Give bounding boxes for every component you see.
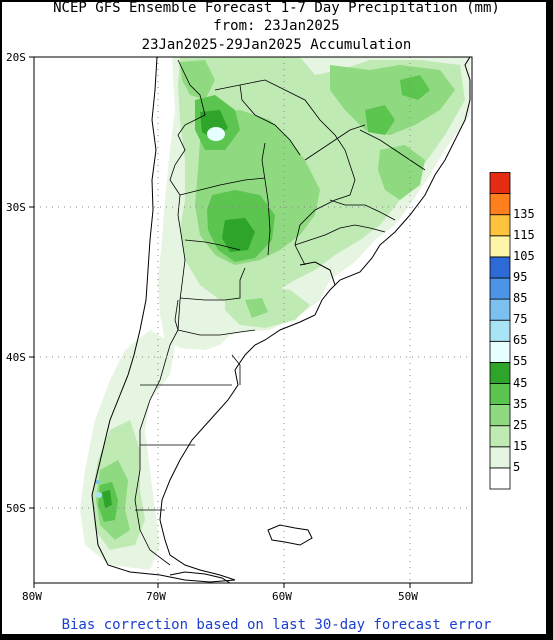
colorbar-swatch [489, 467, 511, 490]
colorbar-swatch [489, 172, 511, 195]
map-title: NCEP GFS Ensemble Forecast 1-7 Day Preci… [53, 0, 500, 16]
colorbar-level-label: 85 [513, 291, 528, 306]
colorbar-level-label: 115 [513, 227, 535, 242]
colorbar-swatch [489, 277, 511, 300]
coastlines [91, 57, 471, 583]
map-border [33, 56, 473, 584]
lat-label-40s: 40S [6, 351, 26, 364]
colorbar-swatch [489, 340, 511, 363]
lat-label-30s: 30S [6, 201, 26, 214]
colorbar-level-label: 55 [513, 354, 528, 369]
lon-label-50w: 50W [398, 590, 418, 603]
map-subtitle-date: from: 23Jan2025 [213, 18, 340, 34]
axis-ticks [29, 56, 411, 588]
colorbar-swatch [489, 214, 511, 237]
colorbar-level-label: 105 [513, 248, 535, 263]
colorbar-swatch [489, 383, 511, 406]
colorbar-swatch [489, 193, 511, 216]
lat-label-20s: 20S [6, 51, 26, 64]
lon-label-80w: 80W [22, 590, 42, 603]
colorbar-swatch [489, 235, 511, 258]
colorbar-level-label: 15 [513, 438, 528, 453]
lon-label-60w: 60W [272, 590, 292, 603]
colorbar-level-label: 45 [513, 375, 528, 390]
lon-label-70w: 70W [146, 590, 166, 603]
colorbar-level-label: 75 [513, 312, 528, 327]
colorbar-swatch [489, 256, 511, 279]
colorbar [489, 172, 511, 490]
colorbar-swatch [489, 425, 511, 448]
colorbar-level-label: 135 [513, 206, 535, 221]
colorbar-level-label: 65 [513, 333, 528, 348]
lat-label-50s: 50S [6, 502, 26, 515]
graticule [34, 57, 472, 583]
borders [134, 59, 426, 566]
colorbar-level-label: 25 [513, 417, 528, 432]
colorbar-swatch [489, 298, 511, 321]
colorbar-swatch [489, 446, 511, 469]
colorbar-swatch [489, 404, 511, 427]
map-subtitle-period: 23Jan2025-29Jan2025 Accumulation [141, 37, 412, 53]
colorbar-level-label: 35 [513, 396, 528, 411]
colorbar-swatch [489, 361, 511, 384]
colorbar-level-label: 5 [513, 459, 521, 474]
colorbar-swatch [489, 319, 511, 342]
colorbar-level-label: 95 [513, 270, 528, 284]
bias-correction-note: Bias correction based on last 30-day for… [61, 617, 492, 633]
